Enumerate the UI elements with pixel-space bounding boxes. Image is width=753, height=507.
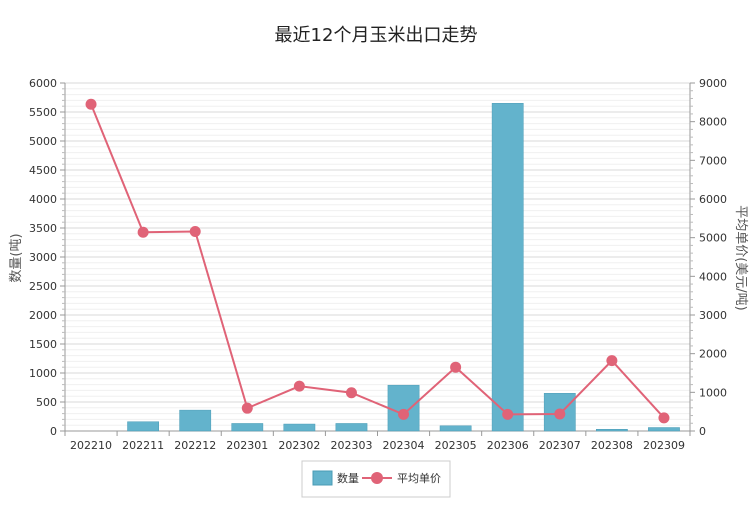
y-right-tick-label: 2000 bbox=[699, 348, 727, 361]
y-left-tick-label: 5500 bbox=[29, 106, 57, 119]
line-point bbox=[658, 412, 670, 424]
y-left-tick-label: 4500 bbox=[29, 164, 57, 177]
chart-title: 最近12个月玉米出口走势 bbox=[275, 25, 478, 46]
y-right-tick-label: 8000 bbox=[699, 116, 727, 129]
legend-label-quantity: 数量 bbox=[337, 472, 359, 485]
line-point bbox=[606, 355, 618, 367]
legend-bar-swatch bbox=[312, 470, 333, 486]
y-left-tick-label: 6000 bbox=[29, 77, 57, 90]
y-left-axis-label: 数量(吨) bbox=[9, 233, 24, 282]
x-tick-label: 202304 bbox=[383, 439, 425, 452]
x-tick-label: 202302 bbox=[278, 439, 320, 452]
bar bbox=[596, 429, 628, 432]
x-tick-label: 202212 bbox=[174, 439, 216, 452]
price-line bbox=[90, 103, 665, 419]
y-left-tick-label: 4000 bbox=[29, 193, 57, 206]
y-left-tick-label: 2500 bbox=[29, 280, 57, 293]
y-left-tick-label: 1500 bbox=[29, 338, 57, 351]
line-point bbox=[137, 226, 149, 238]
bar-series bbox=[127, 103, 680, 432]
y-right-tick-label: 0 bbox=[699, 425, 706, 438]
y-right-tick-label: 7000 bbox=[699, 154, 727, 167]
line-point bbox=[450, 361, 462, 373]
y-left-tick-labels: 0 500 1000 1500 2000 2500 3000 3500 4000 4500 5000… bbox=[29, 77, 57, 438]
y-right-tick-label: 3000 bbox=[699, 309, 727, 322]
bar bbox=[335, 423, 368, 432]
axes bbox=[60, 82, 695, 436]
line-series bbox=[85, 98, 670, 424]
line-point bbox=[85, 98, 97, 110]
x-tick-label: 202210 bbox=[70, 439, 112, 452]
x-tick-label: 202306 bbox=[487, 439, 529, 452]
y-right-tick-labels: 0 1000 2000 3000 4000 5000 6000 7000 8000 9000 bbox=[699, 77, 727, 438]
x-tick-label: 202305 bbox=[435, 439, 477, 452]
bar bbox=[179, 409, 212, 432]
y-left-tick-label: 0 bbox=[50, 425, 57, 438]
line-point bbox=[189, 225, 201, 237]
x-tick-label: 202307 bbox=[539, 439, 581, 452]
y-left-tick-label: 5000 bbox=[29, 135, 57, 148]
grid-lines bbox=[65, 82, 690, 432]
legend-marker-swatch bbox=[371, 472, 383, 484]
bar bbox=[439, 425, 472, 432]
x-tick-labels: 202210 202211 202212 202301 202302 202303 2023… bbox=[70, 439, 685, 452]
y-right-tick-label: 5000 bbox=[699, 232, 727, 245]
line-point bbox=[345, 387, 357, 399]
bar bbox=[127, 421, 159, 432]
y-left-tick-label: 3500 bbox=[29, 222, 57, 235]
x-tick-label: 202308 bbox=[591, 439, 633, 452]
y-right-tick-label: 4000 bbox=[699, 270, 727, 283]
line-point bbox=[398, 408, 410, 420]
y-left-tick-label: 3000 bbox=[29, 251, 57, 264]
bar bbox=[648, 427, 680, 432]
x-tick-label: 202309 bbox=[643, 439, 685, 452]
bar bbox=[491, 103, 524, 432]
bar bbox=[231, 423, 264, 432]
y-right-tick-label: 6000 bbox=[699, 193, 727, 206]
x-tick-label: 202303 bbox=[330, 439, 372, 452]
legend: 数量 平均单价 bbox=[301, 460, 451, 498]
bar bbox=[283, 423, 316, 432]
bar bbox=[387, 384, 420, 432]
line-point bbox=[241, 402, 253, 414]
y-left-tick-label: 1000 bbox=[29, 367, 57, 380]
y-right-axis-label: 平均单价(美元/吨) bbox=[733, 205, 748, 311]
x-tick-label: 202301 bbox=[226, 439, 268, 452]
y-right-tick-label: 9000 bbox=[699, 77, 727, 90]
y-left-tick-label: 2000 bbox=[29, 309, 57, 322]
line-point bbox=[502, 408, 514, 420]
x-tick-label: 202211 bbox=[122, 439, 164, 452]
y-right-tick-label: 1000 bbox=[699, 386, 727, 399]
y-left-tick-label: 500 bbox=[36, 396, 57, 409]
line-point bbox=[554, 408, 566, 420]
line-point bbox=[293, 380, 305, 392]
legend-label-price: 平均单价 bbox=[397, 472, 441, 485]
